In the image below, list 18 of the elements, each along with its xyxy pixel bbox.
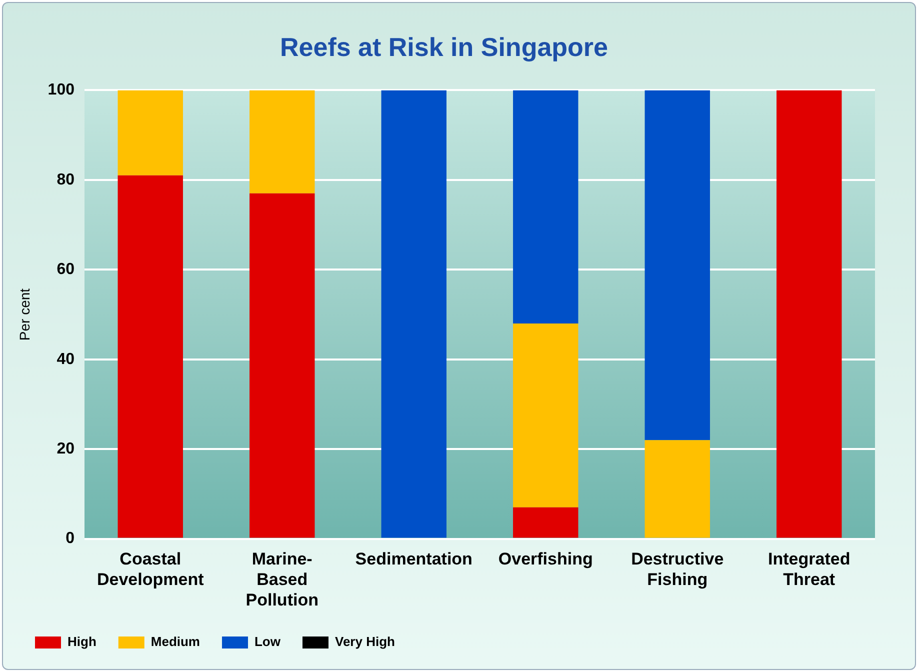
legend-label: Low: [254, 634, 282, 650]
y-axis-title: Per cent: [16, 288, 32, 341]
y-tick-label: 60: [56, 261, 75, 278]
y-tick-label: 100: [48, 82, 75, 99]
chart-title: Reefs at Risk in Singapore: [280, 32, 608, 62]
x-tick-label: Overfishing: [498, 550, 593, 569]
y-tick-label: 80: [56, 171, 75, 188]
x-tick-label: Coastal Development: [96, 550, 204, 590]
legend-label: High: [68, 634, 96, 650]
y-tick-label: 0: [66, 530, 75, 548]
x-tick-label: Integrated Threat: [768, 550, 850, 590]
x-tick-label: Destructive Fishing: [631, 550, 724, 590]
legend-label: Medium: [150, 634, 200, 650]
y-tick-label: 20: [56, 440, 75, 458]
x-tick-label: Sedimentation: [355, 550, 472, 569]
y-tick-label: 40: [56, 350, 75, 368]
x-tick-label: Marine-Based Pollution: [246, 550, 318, 610]
legend-label: Very High: [334, 634, 396, 650]
